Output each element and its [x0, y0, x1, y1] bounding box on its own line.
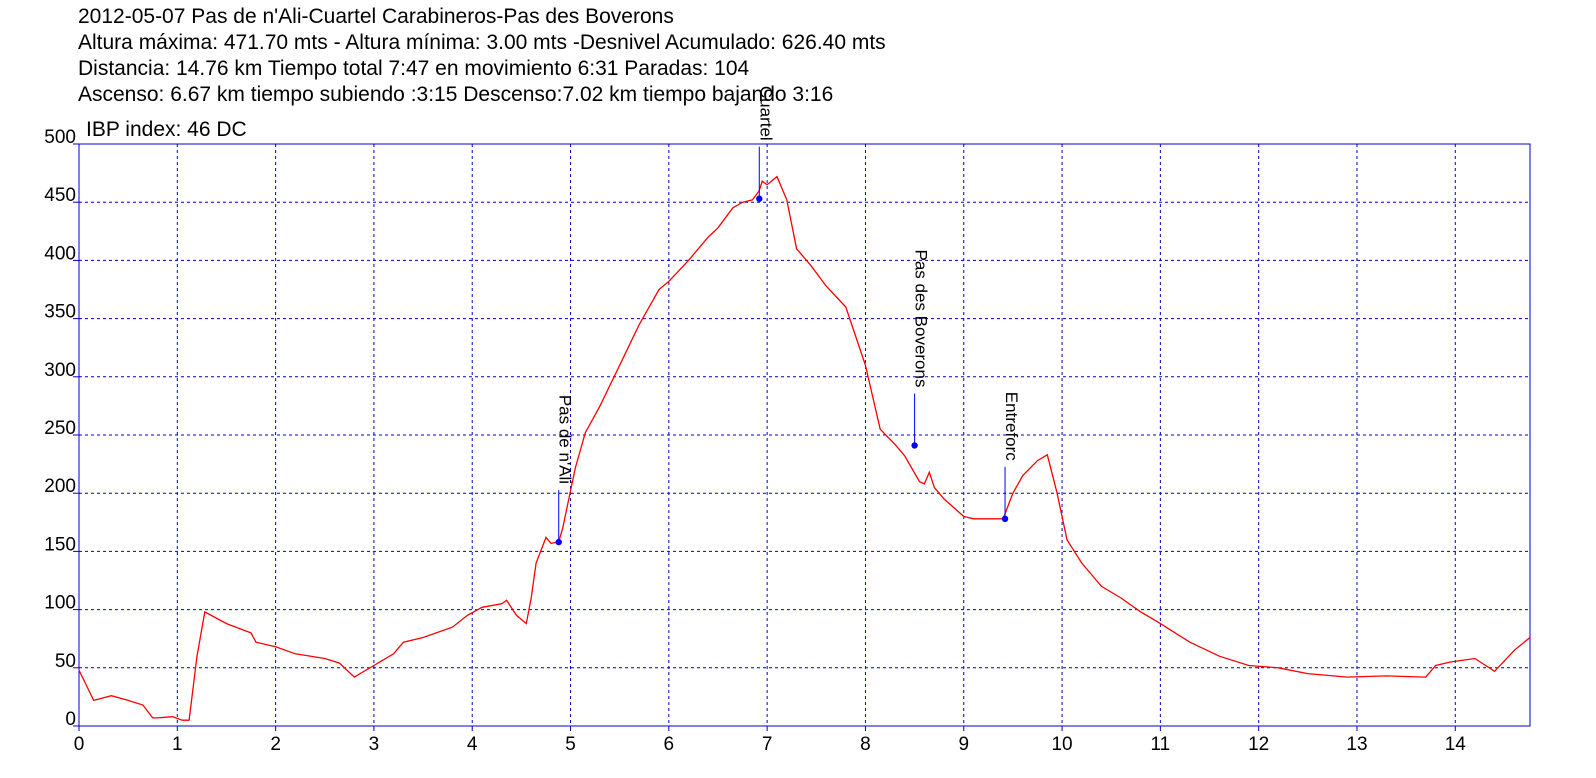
x-tick-label: 3	[369, 734, 380, 755]
waypoints: Pas de n'Ali Cuartel Pas des Boverons Entre…	[555, 86, 1021, 546]
x-tick-label: 4	[467, 734, 478, 755]
chart-title: 2012-05-07 Pas de n'Ali-Cuartel Carabine…	[78, 5, 674, 28]
altitude-summary: Altura máxima: 471.70 mts - Altura mínim…	[78, 31, 886, 54]
y-tick-label: 350	[44, 302, 76, 323]
waypoint: Pas de n'Ali	[555, 395, 575, 546]
y-tick-label: 50	[55, 651, 76, 672]
waypoint-marker	[1001, 515, 1009, 523]
waypoint: Cuartel	[756, 86, 775, 202]
waypoint-label: Pas de n'Ali	[556, 395, 575, 484]
ascent-summary: Ascenso: 6.67 km tiempo subiendo :3:15 D…	[78, 83, 834, 106]
y-tick-label: 400	[44, 243, 76, 264]
x-tick-label: 12	[1248, 734, 1269, 755]
distance-summary: Distancia: 14.76 km Tiempo total 7:47 en…	[78, 57, 750, 80]
x-tick-label: 7	[762, 734, 773, 755]
grid	[79, 144, 1530, 726]
x-tick-label: 11	[1151, 734, 1171, 755]
y-tick-label: 300	[44, 360, 76, 381]
y-tick-label: 200	[44, 476, 76, 497]
x-tick-label: 1	[172, 734, 183, 755]
x-tick-label: 0	[74, 734, 85, 755]
ibp-index-label: IBP index: 46 DC	[86, 118, 247, 141]
x-tick-label: 14	[1445, 734, 1467, 755]
waypoint-label: Cuartel	[756, 86, 775, 141]
x-tick-label: 6	[664, 734, 675, 755]
waypoint-marker	[555, 538, 562, 546]
x-tick-label: 9	[958, 734, 969, 755]
waypoint: Entreforc	[1001, 392, 1021, 523]
x-tick-label: 5	[565, 734, 576, 755]
y-tick-label: 450	[44, 185, 76, 206]
waypoint-marker	[756, 195, 763, 202]
y-tick-label: 150	[44, 534, 76, 555]
waypoint-label: Pas des Boverons	[912, 250, 931, 388]
y-tick-label: 500	[44, 127, 76, 148]
x-tick-label: 13	[1346, 734, 1367, 755]
y-tick-label: 250	[44, 418, 76, 439]
waypoint: Pas des Boverons	[911, 250, 931, 449]
waypoint-marker	[911, 442, 918, 449]
y-tick-label: 0	[65, 709, 76, 730]
y-tick-label: 100	[44, 593, 76, 614]
x-tick-label: 2	[270, 734, 281, 755]
x-tick-label: 8	[860, 734, 871, 755]
axis-ticks: 0 1 2 3 4 5 6 7 8 9 10 11 12 13 1405010015020025030035…	[44, 127, 1466, 755]
waypoint-label: Entreforc	[1002, 392, 1021, 461]
elevation-line	[78, 175, 1531, 721]
chart-header: 2012-05-07 Pas de n'Ali-Cuartel Carabine…	[78, 4, 886, 108]
x-tick-label: 10	[1051, 734, 1072, 755]
